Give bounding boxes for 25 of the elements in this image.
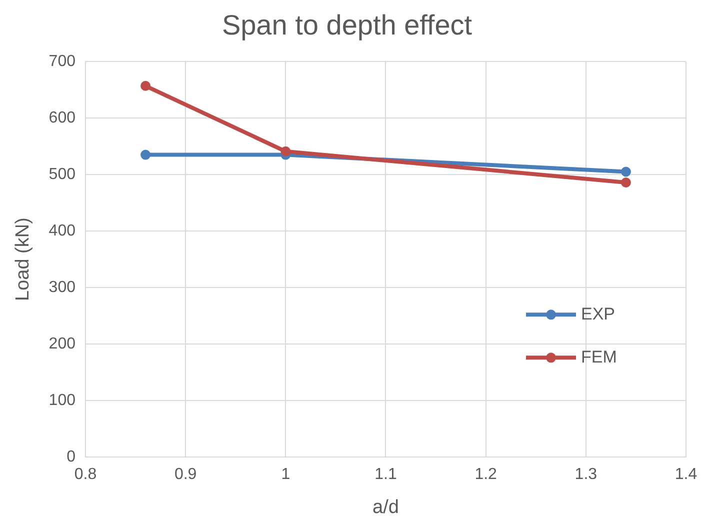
x-tick-label: 1.1 (374, 466, 397, 484)
chart-title: Span to depth effect (222, 10, 472, 41)
x-tick-label: 0.9 (174, 466, 197, 484)
x-tick-label: 1.4 (674, 466, 698, 484)
point (620, 166, 631, 177)
y-tick-label: 0 (66, 448, 76, 466)
point (280, 146, 291, 156)
point (620, 177, 631, 188)
point (140, 80, 151, 91)
y-tick-label: 600 (48, 109, 76, 126)
x-tick-label: 1.2 (474, 466, 498, 484)
y-tick-label: 200 (48, 335, 76, 352)
x-tick-label: 1 (281, 466, 290, 484)
y-tick-label: 500 (48, 166, 76, 183)
y-tick-label: 700 (48, 53, 76, 70)
x-axis-title: a/d (372, 496, 399, 518)
legend-label: EXP (581, 304, 616, 324)
x-tick-label: 0.8 (74, 466, 97, 484)
y-tick-label: 300 (48, 278, 76, 296)
point (140, 150, 151, 160)
x-tick-label: 1.3 (574, 466, 598, 484)
legend-label: FEM (581, 347, 617, 366)
y-tick-label: 100 (48, 392, 76, 409)
y-tick-label: 400 (48, 222, 76, 240)
y-axis-title: Load (kN) (12, 218, 34, 302)
